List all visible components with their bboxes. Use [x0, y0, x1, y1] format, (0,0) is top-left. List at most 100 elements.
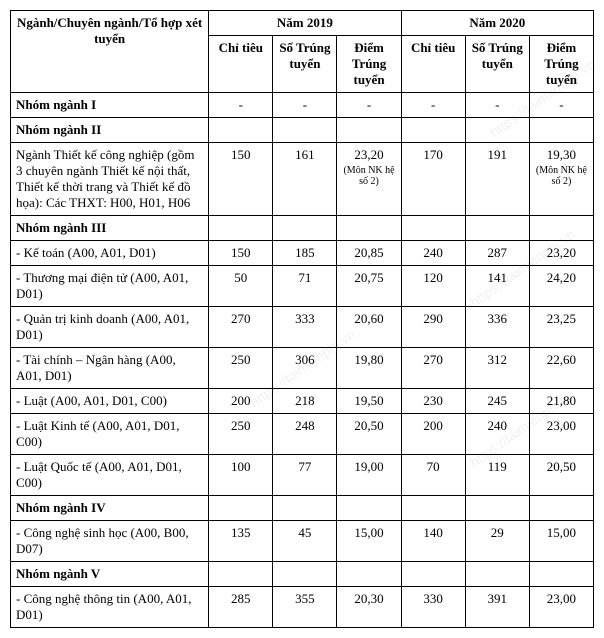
cell: 20,30: [337, 587, 401, 628]
cell: [337, 496, 401, 521]
row-label: Nhóm ngành III: [11, 216, 209, 241]
cell: 29: [465, 521, 529, 562]
cell: 306: [273, 348, 337, 389]
cell: 312: [465, 348, 529, 389]
cell: [273, 496, 337, 521]
table-row: Nhóm ngành IV: [11, 496, 594, 521]
row-label: - Thương mại điện tử (A00, A01, D01): [11, 266, 209, 307]
table-row: - Thương mại điện tử (A00, A01, D01)5071…: [11, 266, 594, 307]
cell: 19,50: [337, 389, 401, 414]
col-2019-diemtrungtuyen: Điểm Trúng tuyển: [337, 36, 401, 93]
cell: [529, 496, 593, 521]
row-label: Nhóm ngành II: [11, 118, 209, 143]
cell: 21,80: [529, 389, 593, 414]
col-2020-chitieu: Chỉ tiêu: [401, 36, 465, 93]
col-2020-sotrungtuyen: Số Trúng tuyển: [465, 36, 529, 93]
table-row: Ngành Thiết kế công nghiệp (gồm 3 chuyên…: [11, 143, 594, 216]
cell: 150: [209, 143, 273, 216]
cell: 22,60: [529, 348, 593, 389]
cell: [209, 496, 273, 521]
cell: [337, 562, 401, 587]
cell: 20,50: [529, 455, 593, 496]
cell: 150: [209, 241, 273, 266]
cell: 119: [465, 455, 529, 496]
cell: 15,00: [337, 521, 401, 562]
row-label: Nhóm ngành IV: [11, 496, 209, 521]
cell: -: [529, 93, 593, 118]
cell: 287: [465, 241, 529, 266]
table-row: Nhóm ngành V: [11, 562, 594, 587]
cell: [529, 216, 593, 241]
cell: 200: [401, 414, 465, 455]
cell: 355: [273, 587, 337, 628]
cell: 336: [465, 307, 529, 348]
cell: 285: [209, 587, 273, 628]
cell: -: [209, 93, 273, 118]
cell: 45: [273, 521, 337, 562]
cell: 50: [209, 266, 273, 307]
cell: 240: [465, 414, 529, 455]
cell: 70: [401, 455, 465, 496]
cell: 23,00: [529, 587, 593, 628]
cell: 20,50: [337, 414, 401, 455]
cell: [401, 496, 465, 521]
col-2019-chitieu: Chỉ tiêu: [209, 36, 273, 93]
table-row: Nhóm ngành I------: [11, 93, 594, 118]
cell: [465, 216, 529, 241]
cell: 230: [401, 389, 465, 414]
table-row: - Luật Quốc tế (A00, A01, D01, C00)10077…: [11, 455, 594, 496]
cell: [337, 118, 401, 143]
cell: [273, 118, 337, 143]
cell: 120: [401, 266, 465, 307]
cell: [209, 118, 273, 143]
cell: 71: [273, 266, 337, 307]
cell: 290: [401, 307, 465, 348]
cell: 141: [465, 266, 529, 307]
cell: 77: [273, 455, 337, 496]
cell: 161: [273, 143, 337, 216]
cell: 333: [273, 307, 337, 348]
cell: 191: [465, 143, 529, 216]
admission-table: Ngành/Chuyên ngành/Tổ hợp xét tuyển Năm …: [10, 10, 594, 628]
cell: -: [465, 93, 529, 118]
table-row: - Kế toán (A00, A01, D01)15018520,852402…: [11, 241, 594, 266]
cell: 135: [209, 521, 273, 562]
row-label: - Công nghệ sinh học (A00, B00, D07): [11, 521, 209, 562]
table-row: Nhóm ngành III: [11, 216, 594, 241]
row-label: Nhóm ngành V: [11, 562, 209, 587]
cell: 20,85: [337, 241, 401, 266]
table-row: Nhóm ngành II: [11, 118, 594, 143]
cell: -: [337, 93, 401, 118]
row-label: - Kế toán (A00, A01, D01): [11, 241, 209, 266]
cell: 391: [465, 587, 529, 628]
col-2019-sotrungtuyen: Số Trúng tuyển: [273, 36, 337, 93]
cell: [529, 118, 593, 143]
cell: 140: [401, 521, 465, 562]
row-label: - Công nghệ thông tin (A00, A01, D01): [11, 587, 209, 628]
cell: 23,00: [529, 414, 593, 455]
cell: 23,20: [529, 241, 593, 266]
row-label: Ngành Thiết kế công nghiệp (gồm 3 chuyên…: [11, 143, 209, 216]
row-label: - Quản trị kinh doanh (A00, A01, D01): [11, 307, 209, 348]
cell: 250: [209, 348, 273, 389]
row-label: - Luật Quốc tế (A00, A01, D01, C00): [11, 455, 209, 496]
table-row: - Quản trị kinh doanh (A00, A01, D01)270…: [11, 307, 594, 348]
cell: 170: [401, 143, 465, 216]
table-body: Nhóm ngành I------Nhóm ngành IINgành Thi…: [11, 93, 594, 628]
cell: [465, 118, 529, 143]
table-row: - Công nghệ thông tin (A00, A01, D01)285…: [11, 587, 594, 628]
row-label: - Tài chính – Ngân hàng (A00, A01, D01): [11, 348, 209, 389]
cell: 23,25: [529, 307, 593, 348]
col-2020-diemtrungtuyen: Điểm Trúng tuyển: [529, 36, 593, 93]
cell: 19,00: [337, 455, 401, 496]
cell: [209, 216, 273, 241]
cell: [273, 216, 337, 241]
table-row: - Luật (A00, A01, D01, C00)20021819,5023…: [11, 389, 594, 414]
cell: 270: [209, 307, 273, 348]
cell: [401, 118, 465, 143]
cell: 23,20(Môn NK hệ số 2): [337, 143, 401, 216]
cell: [401, 562, 465, 587]
cell: [337, 216, 401, 241]
row-label: - Luật Kinh tế (A00, A01, D01, C00): [11, 414, 209, 455]
cell: 240: [401, 241, 465, 266]
